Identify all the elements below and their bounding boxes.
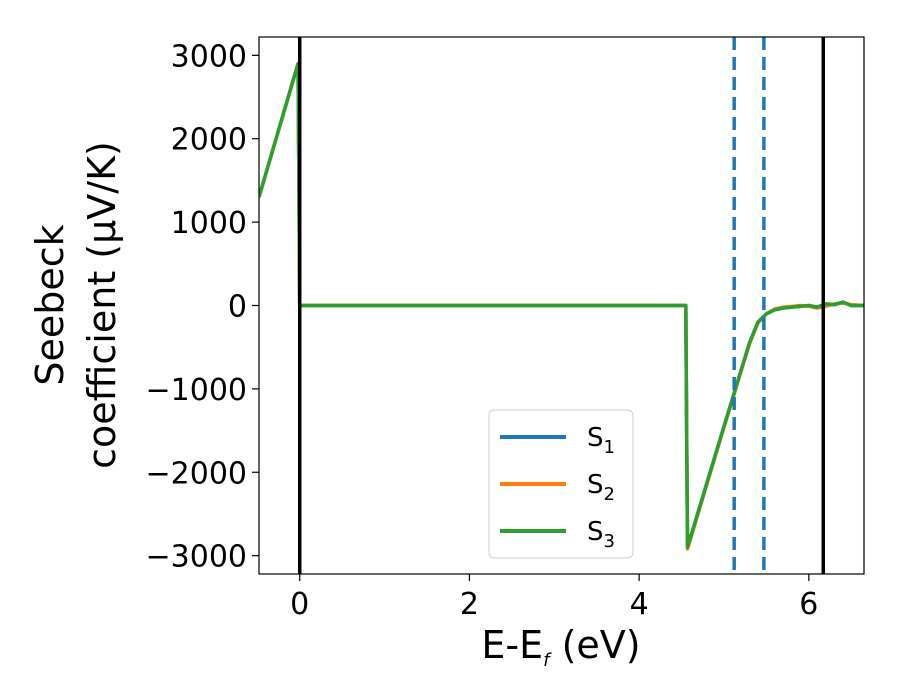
reference-lines — [297, 37, 826, 574]
x-tick-label: 0 — [290, 587, 309, 622]
y-axis-title: Seebeck coefficient (μV/K) — [28, 141, 124, 469]
y-tick-label: −1000 — [146, 373, 247, 408]
x-axis-title: E-Ef (eV) — [481, 623, 640, 671]
y-tick-label: 3000 — [171, 39, 247, 74]
legend-label-s3: S3 — [587, 517, 615, 552]
y-tick-label: −3000 — [146, 540, 247, 575]
y-axis-title-line1: Seebeck — [28, 224, 72, 385]
y-tick-label: 0 — [228, 290, 247, 325]
legend: S1 S2 S3 — [488, 409, 634, 559]
x-tick-label: 4 — [630, 587, 649, 622]
legend-label-s1: S1 — [587, 423, 615, 458]
y-axis-ticks: 3000 2000 1000 0 −1000 −2000 −3000 — [146, 39, 259, 575]
y-axis-title-line2: coefficient (μV/K) — [80, 141, 124, 469]
x-tick-label: 6 — [799, 587, 818, 622]
y-tick-label: 2000 — [171, 123, 247, 158]
y-tick-label: 1000 — [171, 206, 247, 241]
y-tick-label: −2000 — [146, 456, 247, 491]
legend-label-s2: S2 — [587, 470, 615, 505]
x-tick-label: 2 — [460, 587, 479, 622]
x-axis-ticks: 0 2 4 6 — [290, 574, 818, 622]
